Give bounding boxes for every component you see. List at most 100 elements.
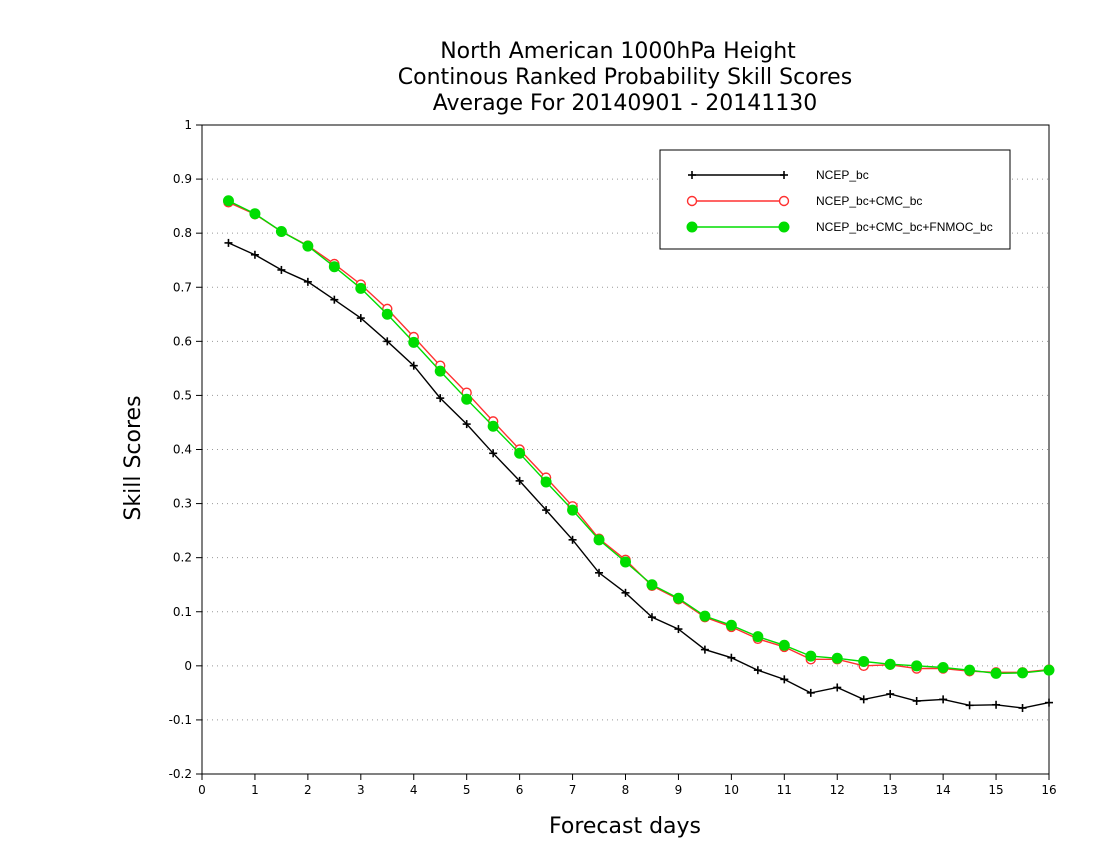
x-tick-label: 8 [622,783,630,797]
data-point-plus [489,449,498,458]
data-point-filled-circle [672,592,684,604]
y-tick-label: 0.6 [173,334,192,348]
y-axis-label: Skill Scores [121,395,146,520]
data-point-filled-circle [487,420,499,432]
y-tick-label: 1 [184,118,192,132]
x-tick-label: 11 [777,783,792,797]
data-point-filled-circle [461,393,473,405]
y-tick-label: 0.8 [173,226,192,240]
x-tick-label: 3 [357,783,365,797]
data-point-plus [912,696,921,705]
data-point-plus [780,675,789,684]
data-point-filled-circle [302,240,314,252]
data-point-plus [462,420,471,429]
data-point-filled-circle [725,619,737,631]
legend-entry: NCEP_bc [688,168,869,182]
legend: NCEP_bc NCEP_bc+CMC_bc NCEP_bc+CMC_bc+FNMO… [659,149,1011,250]
x-tick-label: 4 [410,783,418,797]
data-point-filled-circle [222,195,234,207]
series-0 [224,238,1053,713]
data-point-plus [674,625,683,634]
data-point-filled-circle [434,365,446,377]
data-point-plus [939,695,948,704]
title-line-3: Average For 20140901 - 20141130 [433,91,818,116]
data-point-filled-circle [778,221,790,233]
data-point-plus [647,613,656,622]
data-point-plus [436,394,445,403]
data-point-plus [965,701,974,710]
data-point-filled-circle [884,658,896,670]
x-tick-label: 5 [463,783,471,797]
data-point-filled-circle [686,221,698,233]
data-point-plus [568,535,577,544]
y-tick-label: 0.3 [173,497,192,511]
data-point-filled-circle [831,652,843,664]
legend-label: NCEP_bc+CMC_bc [816,194,922,208]
data-point-filled-circle [699,610,711,622]
data-point-plus [409,361,418,370]
data-point-plus [700,645,709,654]
data-point-plus [833,683,842,692]
title-line-1: North American 1000hPa Height [440,39,796,64]
data-point-plus [250,250,259,259]
title-line-2: Continous Ranked Probability Skill Score… [398,65,852,90]
data-point-filled-circle [567,504,579,516]
x-tick-label: 7 [569,783,577,797]
x-tick-label: 2 [304,783,312,797]
data-point-filled-circle [805,650,817,662]
x-tick-label: 9 [675,783,683,797]
x-tick-label: 16 [1041,783,1056,797]
x-tick-label: 0 [198,783,206,797]
data-point-filled-circle [778,639,790,651]
chart-title: North American 1000hPa Height Continous … [398,39,852,116]
legend-entries: NCEP_bc NCEP_bc+CMC_bc NCEP_bc+CMC_bc+FNMO… [686,168,993,234]
x-axis-label: Forecast days [549,814,701,839]
series-line [228,242,1050,709]
y-tick-label: 0.5 [173,388,192,402]
x-tick-label: 1 [251,783,259,797]
series-2 [222,195,1055,679]
data-point-filled-circle [1017,667,1029,679]
data-point-plus [780,171,788,179]
data-point-filled-circle [249,208,261,220]
x-tick-label: 15 [988,783,1003,797]
data-point-filled-circle [408,336,420,348]
data-point-filled-circle [514,447,526,459]
y-tick-label: -0.1 [169,713,192,727]
data-point-plus [383,337,392,346]
data-point-plus [621,588,630,597]
legend-label: NCEP_bc [816,168,869,182]
data-point-filled-circle [1043,664,1055,676]
series [222,195,1055,713]
data-point-plus [356,314,365,323]
data-point-filled-circle [858,656,870,668]
y-tick-label: 0 [184,659,192,673]
data-point-plus [224,238,233,247]
y-tick-label: 0.7 [173,280,192,294]
legend-box [659,149,1011,250]
data-point-plus [727,653,736,662]
data-point-open-circle [686,195,698,207]
data-point-plus [1018,704,1027,713]
y-tick-label: 0.2 [173,551,192,565]
legend-label: NCEP_bc+CMC_bc+FNMOC_bc [816,220,993,234]
data-point-filled-circle [646,579,658,591]
data-point-plus [859,695,868,704]
data-point-filled-circle [911,660,923,672]
data-point-filled-circle [381,308,393,320]
x-tick-label: 13 [883,783,898,797]
axis-ticks: -0.2-0.100.10.20.30.40.50.60.70.80.910 1 2… [169,118,1057,797]
data-point-filled-circle [540,476,552,488]
legend-entry: NCEP_bc+CMC_bc+FNMOC_bc [686,220,993,234]
x-tick-label: 6 [516,783,524,797]
data-point-plus [277,265,286,274]
data-point-plus [806,688,815,697]
y-tick-label: 0.9 [173,172,192,186]
series-line [228,200,1050,675]
series-line [228,201,1050,673]
data-point-plus [330,295,339,304]
data-point-filled-circle [990,667,1002,679]
x-tick-label: 14 [935,783,950,797]
y-tick-label: 0.1 [173,605,192,619]
